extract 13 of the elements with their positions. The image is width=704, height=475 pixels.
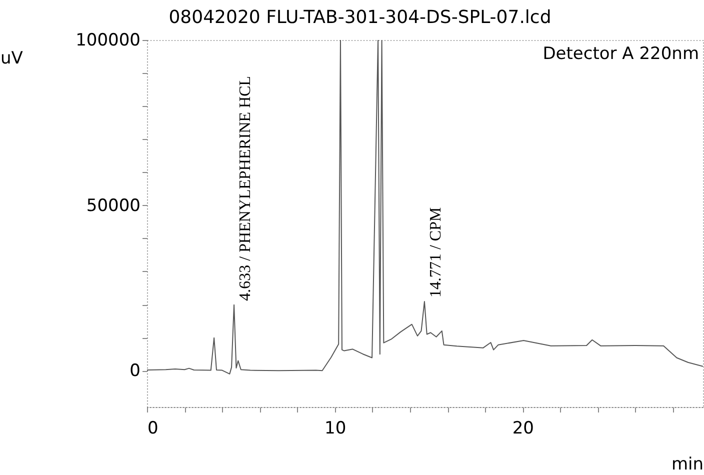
x-axis-title: min [671, 454, 704, 474]
annotation: 4.633 / PHENYLEPHERINE HCL [237, 76, 254, 301]
annotation: Detector A 220nm [542, 44, 699, 64]
y-axis-title: uV [0, 48, 24, 68]
x-tick-label: 10 [324, 418, 346, 438]
chart-title: 08042020 FLU-TAB-301-304-DS-SPL-07.lcd [168, 7, 552, 28]
annotation: 14.771 / CPM [427, 207, 444, 298]
y-tick-label: 50000 [86, 196, 140, 216]
y-tick-label: 0 [130, 361, 140, 382]
line-series [147, 40, 703, 374]
x-tick-label: 20 [512, 418, 534, 438]
y-tick-label: 100000 [76, 30, 140, 50]
x-tick-label: 0 [148, 418, 158, 438]
